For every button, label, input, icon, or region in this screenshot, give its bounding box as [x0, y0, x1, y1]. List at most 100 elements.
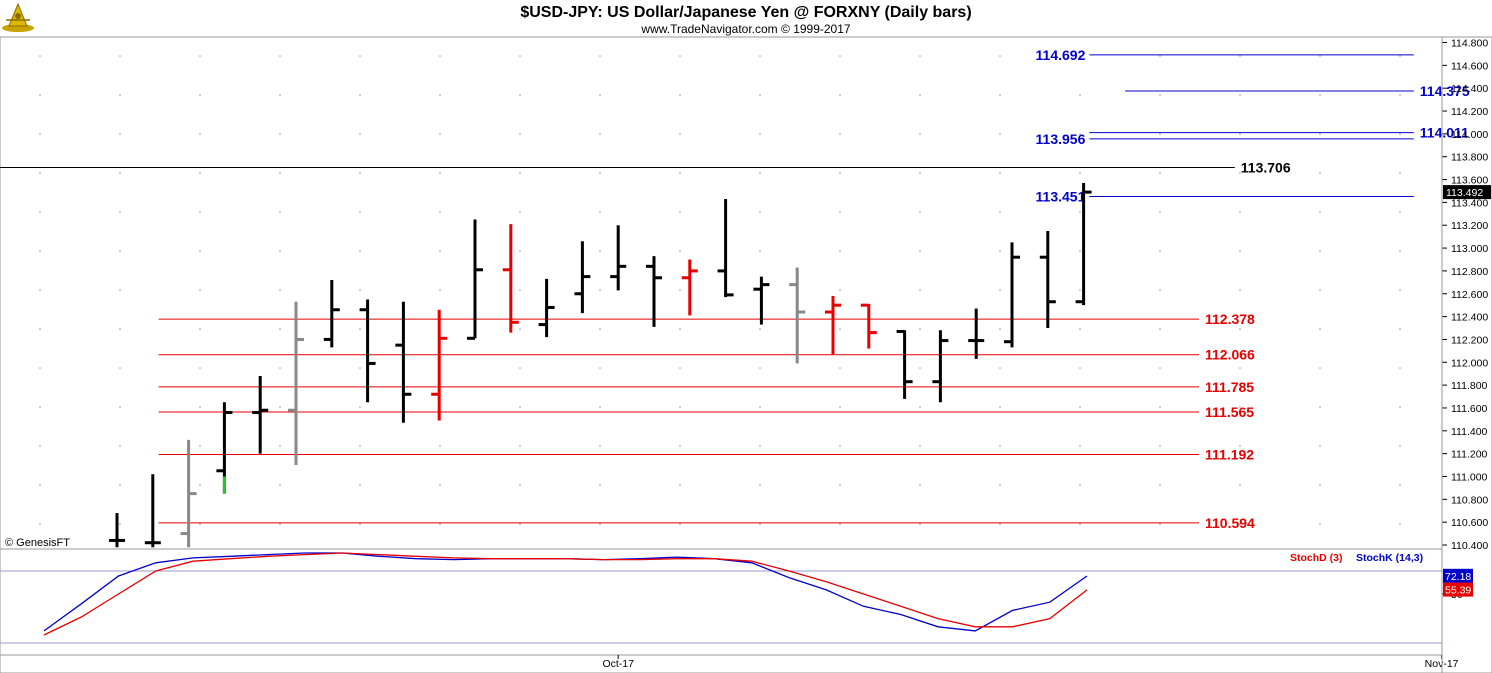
grid-dot: [39, 94, 41, 96]
grid-dot: [839, 289, 841, 291]
y-tick-label: 111.000: [1451, 471, 1488, 483]
price-bar: [932, 330, 949, 403]
grid-dot: [999, 406, 1001, 408]
legend-entry: StochK (14,3): [1356, 552, 1423, 564]
grid-dot: [839, 367, 841, 369]
level-label: 110.594: [1205, 515, 1255, 531]
grid-dot: [999, 55, 1001, 57]
last-price-box: [1443, 185, 1491, 200]
grid-dot: [999, 484, 1001, 486]
y-tick-label: 113.800: [1451, 152, 1488, 164]
price-panel: 114.692 114.375 114.011 113.956 113.706 113.4…: [0, 36, 1491, 552]
level-label: 112.378: [1205, 311, 1255, 327]
grid-dot: [439, 445, 441, 447]
grid-dot: [119, 133, 121, 135]
grid-dot: [359, 328, 361, 330]
grid-dot: [919, 445, 921, 447]
grid-dot: [679, 133, 681, 135]
grid-dot: [39, 523, 41, 525]
grid-dot: [919, 289, 921, 291]
last-price-label: 113.492: [1446, 187, 1483, 199]
grid-dot: [999, 523, 1001, 525]
grid-dot: [279, 367, 281, 369]
grid-dot: [599, 406, 601, 408]
grid-dot: [1399, 250, 1401, 252]
grid-dot: [679, 94, 681, 96]
grid-dot: [1159, 94, 1161, 96]
grid-dot: [1399, 55, 1401, 57]
grid-dot: [759, 211, 761, 213]
grid-dot: [1399, 133, 1401, 135]
grid-dot: [359, 484, 361, 486]
grid-dot: [439, 211, 441, 213]
stoch-d-line: [43, 552, 1088, 636]
y-tick-label: 114.600: [1451, 60, 1488, 72]
grid-dot: [759, 133, 761, 135]
level-label: 113.451: [1036, 189, 1086, 205]
price-bar: [789, 267, 806, 364]
grid-dot: [279, 94, 281, 96]
grid-dot: [39, 133, 41, 135]
grid-dot: [679, 445, 681, 447]
grid-dot: [359, 94, 361, 96]
grid-dot: [1159, 172, 1161, 174]
grid-dot: [359, 211, 361, 213]
grid-dot: [199, 94, 201, 96]
y-tick-label: 113.000: [1451, 243, 1488, 255]
grid-dot: [119, 172, 121, 174]
stoch-k-value: 72.18: [1445, 571, 1471, 583]
grid-dot: [1079, 328, 1081, 330]
grid-dot: [679, 484, 681, 486]
grid-dot: [199, 55, 201, 57]
grid-dot: [1079, 445, 1081, 447]
grid-dot: [839, 523, 841, 525]
grid-dot: [839, 328, 841, 330]
grid-dot: [359, 55, 361, 57]
grid-dot: [1239, 94, 1241, 96]
y-tick-label: 113.600: [1451, 175, 1488, 187]
grid-dot: [1319, 250, 1321, 252]
grid-dot: [119, 484, 121, 486]
y-tick-label: 111.600: [1451, 403, 1488, 415]
grid-dot: [1079, 55, 1081, 57]
grid-dot: [839, 211, 841, 213]
grid-dot: [1399, 484, 1401, 486]
grid-dot: [39, 172, 41, 174]
price-bar: [860, 303, 877, 349]
grid-dot: [1159, 367, 1161, 369]
price-bar: [467, 219, 483, 340]
grid-dot: [199, 445, 201, 447]
stochastic-legend: StochD (3) StochK (14,3): [1290, 552, 1423, 564]
grid-dot: [1239, 367, 1241, 369]
grid-dot: [1239, 133, 1241, 135]
grid-dot: [759, 445, 761, 447]
price-bar: [896, 329, 913, 399]
grid-dot: [1319, 55, 1321, 57]
grid-dot: [919, 55, 921, 57]
grid-dot: [519, 445, 521, 447]
grid-dot: [999, 328, 1001, 330]
grid-dot: [919, 406, 921, 408]
level-label: 114.375: [1420, 83, 1470, 99]
grid-dot: [199, 406, 201, 408]
grid-dot: [199, 484, 201, 486]
grid-dot: [759, 406, 761, 408]
price-bar: [359, 299, 376, 403]
grid-dot: [39, 445, 41, 447]
level-label: 113.956: [1036, 131, 1086, 147]
y-tick-label: 113.200: [1451, 220, 1488, 232]
grid-dot: [999, 367, 1001, 369]
grid-dot: [999, 133, 1001, 135]
grid-dot: [1079, 367, 1081, 369]
grid-dot: [359, 133, 361, 135]
grid-dot: [519, 367, 521, 369]
grid-dot: [519, 211, 521, 213]
grid-dot: [279, 172, 281, 174]
grid-dot: [359, 406, 361, 408]
grid-dot: [919, 211, 921, 213]
y-tick-label: 114.800: [1451, 38, 1488, 50]
grid-dot: [119, 55, 121, 57]
price-bar: [323, 280, 340, 348]
stochastic-panel-frame: [0, 548, 1443, 656]
